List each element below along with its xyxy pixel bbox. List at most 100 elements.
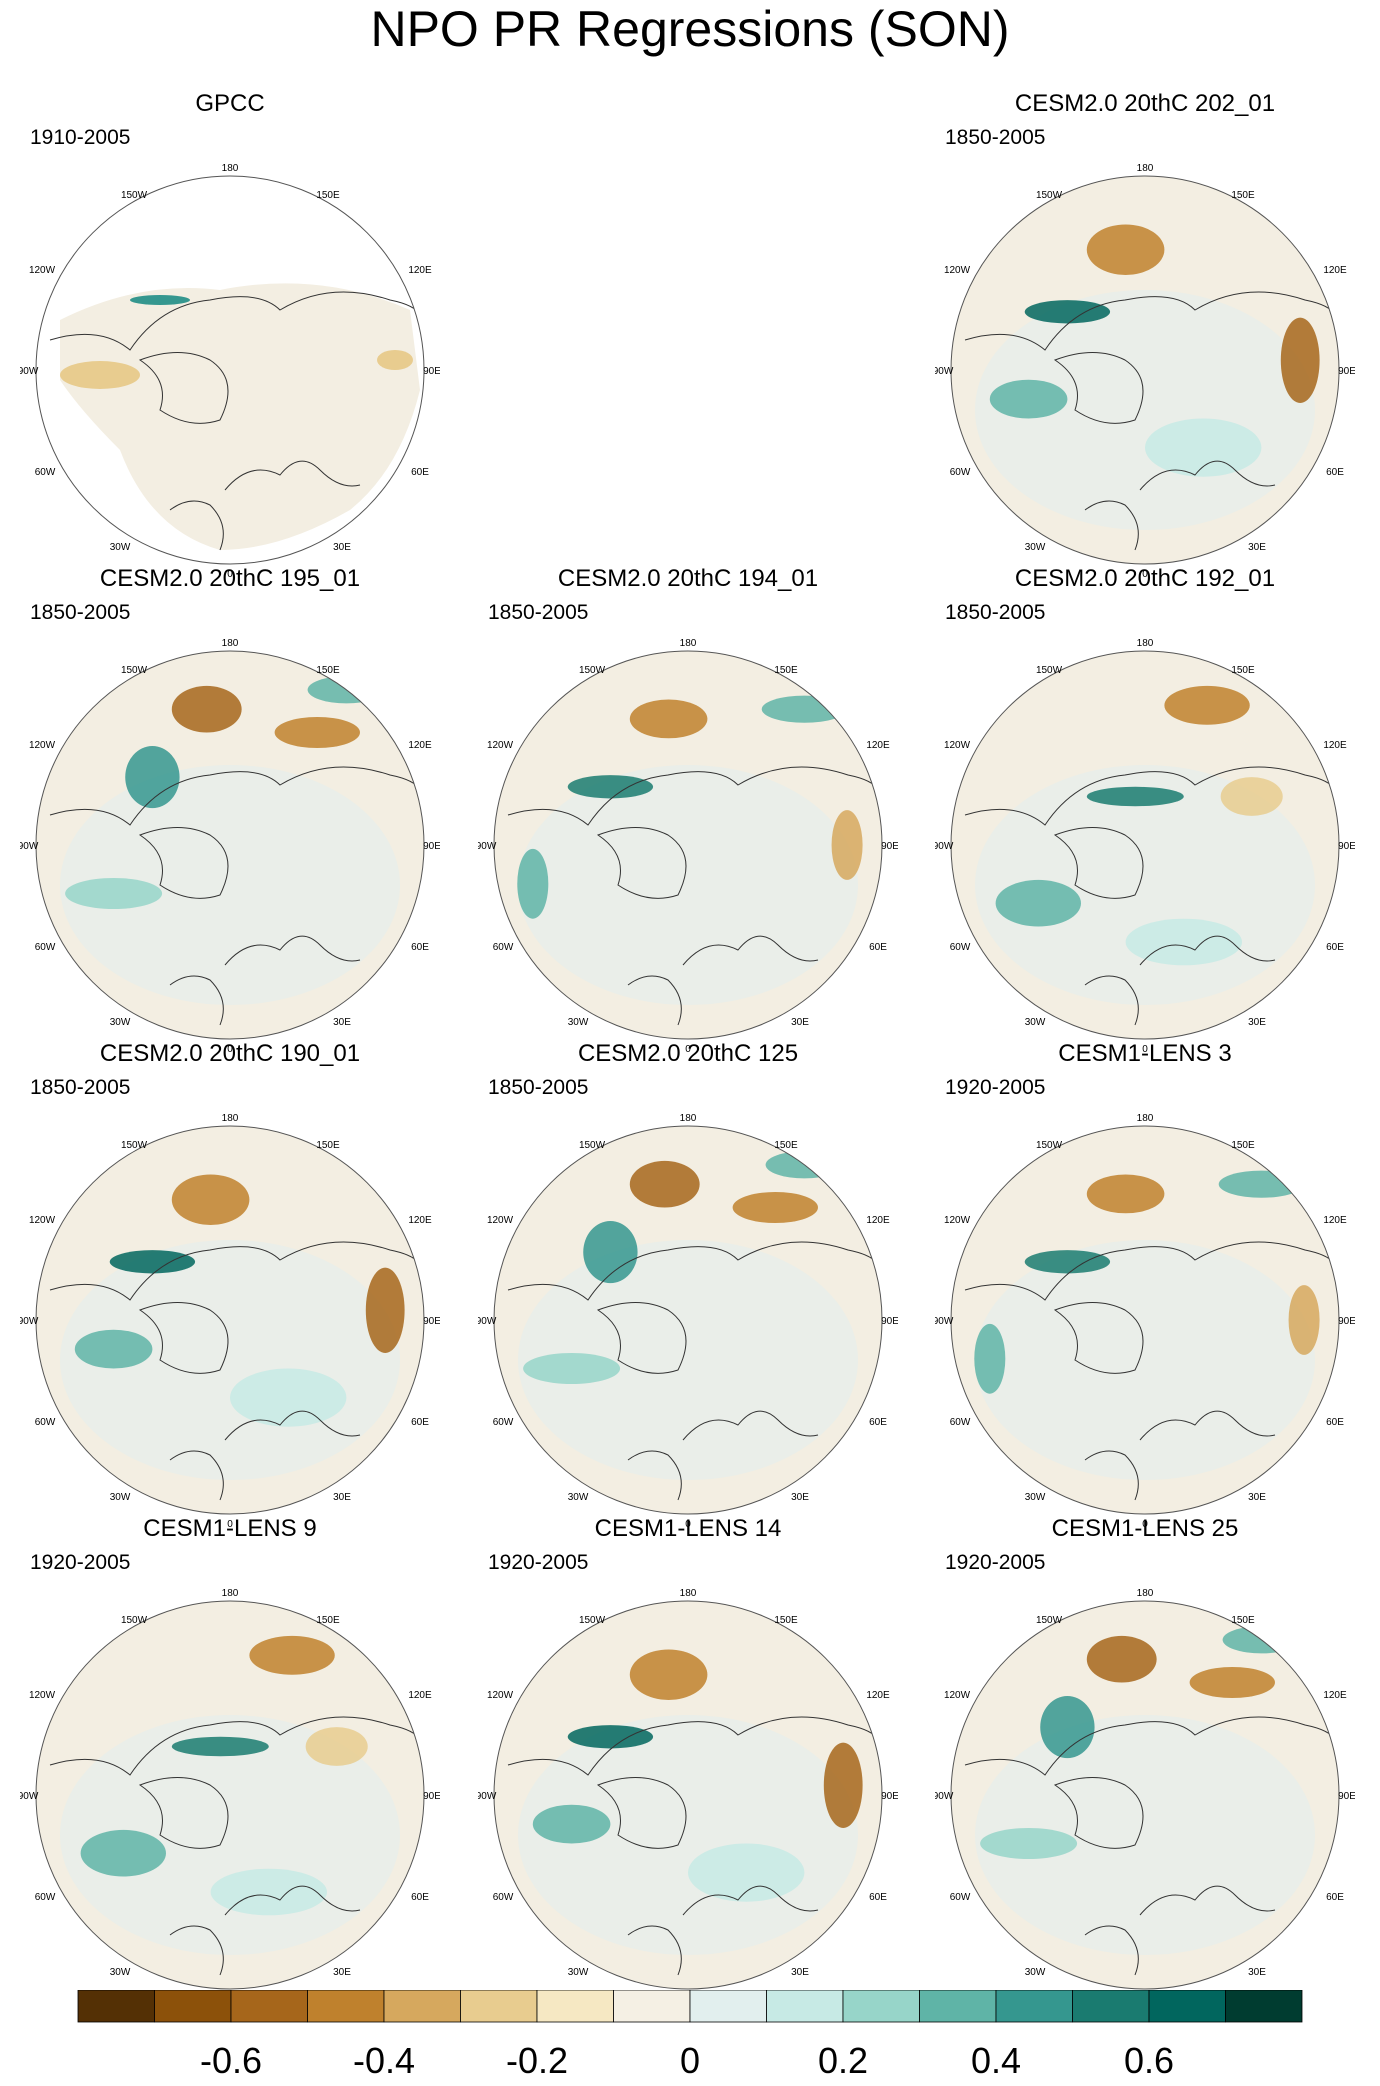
- map-boundary: [35, 650, 425, 1040]
- coastline: [964, 766, 1336, 1026]
- anomaly-blob: [1086, 1635, 1157, 1683]
- colorbar-label: 0.6: [1124, 2040, 1174, 2081]
- longitude-label: 30W: [1025, 1967, 1046, 1978]
- longitude-label: 30E: [333, 1492, 351, 1503]
- anomaly-blob: [1145, 418, 1262, 477]
- colorbar-swatch: [689, 1990, 767, 2023]
- longitude-label: 90E: [881, 841, 898, 852]
- longitude-label: 150W: [579, 1140, 606, 1151]
- longitude-label: 180: [1137, 1113, 1154, 1124]
- longitude-label: 90E: [423, 1316, 440, 1327]
- panel-title: CESM1-LENS 9: [143, 1515, 317, 1542]
- panel-period: 1920-2005: [945, 1076, 1046, 1099]
- longitude-label: 150E: [774, 1615, 798, 1626]
- colorbar-label: -0.6: [200, 2040, 262, 2081]
- colorbar: -0.6 -0.4 -0.2 0 0.2 0.4 0.6: [77, 1990, 1303, 2081]
- longitude-label: 150E: [316, 665, 340, 676]
- longitude-label: 120E: [866, 740, 890, 751]
- anomaly-blob: [567, 775, 654, 799]
- figure-title: NPO PR Regressions (SON): [370, 1, 1010, 57]
- anomaly-blob: [567, 1725, 654, 1749]
- longitude-label: 30E: [333, 1017, 351, 1028]
- coastline: [49, 291, 421, 551]
- map-panel: CESM2.0 20thC 190_01 1850-2005 180 150W 150E…: [20, 1040, 440, 1530]
- panel-title: CESM2.0 20thC 192_01: [1014, 565, 1276, 592]
- longitude-label: 120W: [487, 1690, 514, 1701]
- longitude-label: 60W: [493, 1892, 514, 1903]
- longitude-label: 30W: [110, 1017, 131, 1028]
- map-boundary: [950, 1125, 1340, 1515]
- longitude-label: 0: [1142, 1044, 1148, 1055]
- anomaly-blob: [629, 1160, 700, 1208]
- longitude-label: 180: [222, 163, 239, 174]
- anomaly-blob: [249, 1635, 335, 1675]
- anomaly-blob: [995, 879, 1081, 927]
- longitude-label: 180: [680, 638, 697, 649]
- longitude-label: 90W: [20, 1316, 39, 1327]
- map-panel: CESM2.0 20thC 192_01 1850-2005 180 150W 150E…: [935, 565, 1355, 1055]
- colorbar-swatch: [460, 1990, 538, 2023]
- longitude-label: 0: [227, 1519, 233, 1530]
- longitude-label: 120E: [1323, 1215, 1347, 1226]
- anomaly-blob: [171, 1174, 250, 1225]
- longitude-label: 150W: [1036, 665, 1063, 676]
- colorbar-swatch: [536, 1990, 614, 2023]
- panel-period: 1850-2005: [488, 1076, 589, 1099]
- longitude-label: 60E: [1326, 467, 1344, 478]
- anomaly-blob: [109, 1250, 196, 1274]
- longitude-label: 30E: [333, 1967, 351, 1978]
- longitude-label: 30E: [1248, 542, 1266, 553]
- longitude-label: 90E: [1338, 366, 1355, 377]
- anomaly-blob: [1086, 786, 1184, 807]
- longitude-label: 60W: [35, 467, 56, 478]
- longitude-label: 60W: [493, 942, 514, 953]
- longitude-label: 120E: [866, 1690, 890, 1701]
- longitude-label: 30E: [791, 1017, 809, 1028]
- longitude-label: 120E: [1323, 740, 1347, 751]
- map-boundary: [35, 1125, 425, 1515]
- colorbar-swatch: [766, 1990, 844, 2023]
- longitude-label: 150W: [121, 665, 148, 676]
- panel-period: 1910-2005: [30, 126, 131, 149]
- anomaly-field: [36, 176, 424, 564]
- panel-title: CESM2.0 20thC 125: [577, 1040, 799, 1067]
- map-boundary: [35, 175, 425, 565]
- panel-period: 1850-2005: [30, 1076, 131, 1099]
- map-boundary: [493, 1600, 883, 1990]
- anomaly-blob: [1086, 1174, 1165, 1214]
- anomaly-field: [494, 651, 882, 1039]
- anomaly-blob: [688, 1843, 805, 1902]
- map-panel: CESM2.0 20thC 202_01 1850-2005 180 150W 150E…: [935, 90, 1355, 580]
- colorbar-swatch: [230, 1990, 308, 2023]
- longitude-label: 90E: [423, 1791, 440, 1802]
- longitude-label: 90W: [935, 841, 954, 852]
- anomaly-blob: [1086, 224, 1165, 275]
- panel-title: CESM1-LENS 3: [1058, 1040, 1232, 1067]
- longitude-label: 180: [222, 638, 239, 649]
- longitude-label: 60E: [411, 1892, 429, 1903]
- longitude-label: 60W: [493, 1417, 514, 1428]
- anomaly-blob: [980, 1827, 1078, 1860]
- longitude-label: 30E: [1248, 1492, 1266, 1503]
- longitude-label: 150E: [774, 665, 798, 676]
- longitude-label: 60E: [1326, 942, 1344, 953]
- longitude-label: 60E: [411, 1417, 429, 1428]
- colorbar-label: 0.4: [971, 2040, 1021, 2081]
- longitude-label: 120E: [866, 1215, 890, 1226]
- longitude-label: 60E: [1326, 1892, 1344, 1903]
- colorbar-label: 0: [680, 2040, 700, 2081]
- longitude-label: 60W: [950, 1417, 971, 1428]
- longitude-label: 120W: [944, 1690, 971, 1701]
- longitude-label: 150E: [1231, 1140, 1255, 1151]
- anomaly-blob: [761, 695, 848, 723]
- anomaly-blob: [732, 1191, 818, 1223]
- longitude-label: 120W: [944, 265, 971, 276]
- longitude-label: 60E: [869, 1417, 887, 1428]
- anomaly-field: [951, 1601, 1339, 1989]
- longitude-label: 60W: [35, 1892, 56, 1903]
